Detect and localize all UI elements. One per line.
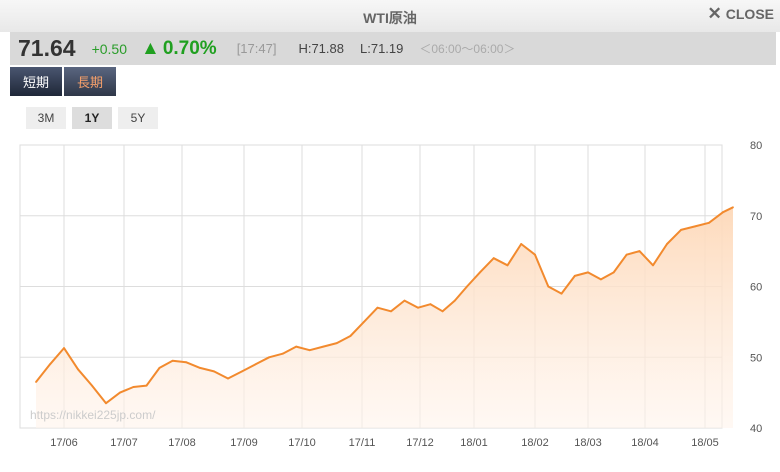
x-tick-label: 17/08 [168, 437, 196, 449]
data-point [363, 321, 365, 323]
data-point [199, 367, 201, 369]
data-point [132, 386, 135, 388]
data-point [694, 225, 696, 228]
data-point [417, 306, 419, 309]
data-point [35, 381, 37, 383]
x-tick-label: 17/09 [230, 437, 258, 449]
close-button[interactable]: ✕ CLOSE [707, 4, 774, 23]
window-title: WTI原油 [363, 10, 417, 26]
title-bar: WTI原油 ✕ CLOSE [0, 0, 780, 32]
data-point [241, 370, 243, 373]
data-point [349, 335, 352, 337]
price-change: +0.50 [91, 40, 127, 57]
x-tick-label: 18/01 [460, 437, 488, 449]
data-point [612, 271, 615, 274]
data-point [91, 384, 93, 387]
data-point [268, 356, 270, 359]
data-point [335, 342, 338, 344]
data-point [77, 368, 79, 371]
data-point [732, 206, 734, 209]
watermark: https://nikkei225jp.com/ [30, 408, 156, 422]
data-point [441, 310, 444, 313]
data-point [295, 345, 298, 348]
y-tick-label: 40 [750, 423, 762, 435]
data-point [145, 384, 148, 387]
x-tick-label: 18/02 [521, 437, 549, 449]
data-point [587, 271, 589, 274]
close-icon: ✕ [707, 4, 722, 23]
data-point [492, 257, 495, 260]
data-point [281, 352, 284, 355]
data-point [638, 250, 641, 253]
data-point [105, 402, 107, 405]
data-point [322, 345, 325, 348]
data-point [63, 347, 65, 349]
price-area [36, 207, 733, 428]
range-1y-button[interactable]: 1Y [72, 107, 112, 129]
data-point [213, 370, 215, 373]
data-point [708, 221, 710, 224]
data-point [119, 391, 121, 394]
percent-value: 0.70% [162, 37, 217, 59]
data-point [466, 285, 468, 288]
period-tabs: 短期 長期 [10, 67, 116, 96]
data-point [453, 299, 456, 302]
y-tick-label: 80 [750, 140, 762, 152]
x-tick-label: 17/10 [288, 437, 316, 449]
x-tick-label: 18/04 [631, 437, 659, 449]
data-point [506, 264, 509, 267]
data-point [429, 303, 432, 306]
data-point [600, 278, 602, 281]
data-point [534, 253, 536, 256]
data-point [479, 271, 481, 274]
data-point [158, 367, 161, 369]
x-tick-label: 17/06 [50, 437, 78, 449]
data-point [185, 361, 187, 364]
x-tick-label: 17/12 [406, 437, 434, 449]
data-point [308, 349, 311, 352]
data-point [573, 275, 576, 277]
y-tick-label: 50 [750, 352, 762, 364]
data-point [666, 243, 668, 245]
tab-short-term[interactable]: 短期 [10, 67, 62, 96]
low-price: L:71.19 [360, 41, 404, 56]
x-tick-label: 17/07 [110, 437, 138, 449]
data-point [625, 253, 628, 256]
x-tick-label: 18/05 [691, 437, 719, 449]
high-price: H:71.88 [298, 41, 344, 56]
data-point [520, 243, 523, 245]
data-point [722, 211, 724, 214]
data-point [403, 299, 406, 302]
data-point [227, 377, 229, 380]
data-point [376, 306, 379, 309]
percent-change: ▲ 0.70% [141, 38, 217, 60]
range-5y-button[interactable]: 5Y [118, 107, 158, 129]
session-hours: ＜06:00〜06:00＞ [419, 42, 516, 56]
range-selector: 3M 1Y 5Y [26, 107, 158, 129]
quote-bar: 71.64 +0.50 ▲ 0.70% [17:47] H:71.88 L:71… [10, 32, 776, 65]
data-point [49, 363, 51, 366]
x-tick-label: 18/03 [574, 437, 602, 449]
data-point [254, 363, 257, 366]
data-point [652, 264, 654, 267]
tab-long-term[interactable]: 長期 [64, 67, 116, 96]
data-point [680, 229, 682, 231]
data-point [390, 310, 392, 313]
data-point [547, 285, 550, 288]
data-point [171, 359, 174, 362]
up-arrow-icon: ▲ [141, 37, 160, 59]
data-point [560, 292, 563, 295]
last-price: 71.64 [18, 35, 76, 61]
x-tick-label: 17/11 [349, 437, 376, 449]
quote-time: [17:47] [236, 41, 277, 56]
y-tick-label: 70 [750, 211, 762, 223]
close-label: CLOSE [725, 6, 774, 22]
y-tick-label: 60 [750, 282, 762, 294]
range-3m-button[interactable]: 3M [26, 107, 66, 129]
